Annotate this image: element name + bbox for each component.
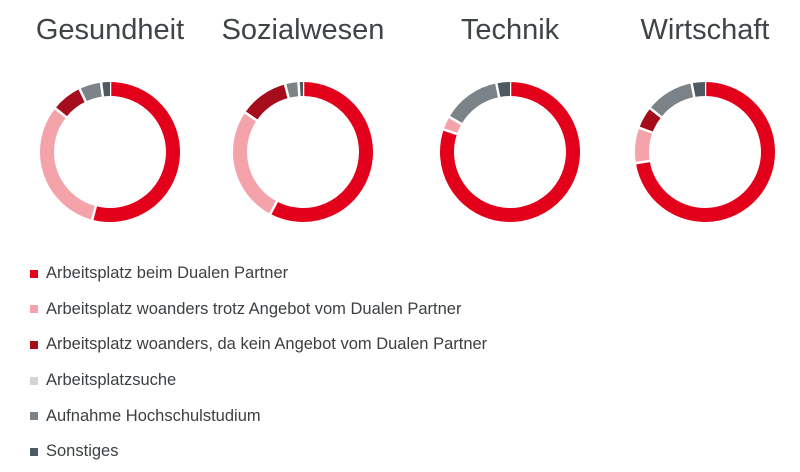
legend-item: Arbeitsplatzsuche <box>30 363 487 399</box>
legend-item: Sonstiges <box>30 434 487 470</box>
donut-slice-arbeitsplatz-woanders-da-kein-angebot-vom-dualen-partner <box>639 108 662 133</box>
donut-slice-arbeitsplatz-beim-dualen-partner <box>92 82 180 222</box>
chart-gesundheit: Gesundheit <box>15 0 205 240</box>
donut-gesundheit <box>40 81 180 222</box>
slice-separator <box>90 204 98 221</box>
legend-item: Aufnahme Hochschulstudium <box>30 398 487 434</box>
chart-technik: Technik <box>415 0 605 240</box>
donut-slice-aufnahme-hochschulstudium <box>449 83 500 125</box>
donut-slice-arbeitsplatz-woanders-da-kein-angebot-vom-dualen-partner <box>55 88 86 118</box>
donut-slice-sonstiges <box>496 82 511 98</box>
slice-separator <box>690 82 696 99</box>
donut-slice-arbeitsplatz-woanders-trotz-angebot-vom-dualen-partner <box>443 117 462 135</box>
donut-slice-sonstiges <box>691 82 706 98</box>
donut-slice-arbeitsplatz-beim-dualen-partner <box>440 82 580 222</box>
legend-swatch <box>30 305 38 314</box>
chart-title: Technik <box>460 14 560 46</box>
legend-label: Arbeitsplatz woanders trotz Angebot vom … <box>46 299 462 318</box>
chart-sozialwesen: Sozialwesen <box>208 0 398 240</box>
slice-separator <box>447 115 463 126</box>
slice-separator <box>637 126 654 135</box>
legend-swatch <box>30 269 38 278</box>
slice-separator <box>283 83 291 100</box>
legend-label: Aufnahme Hochschulstudium <box>46 406 261 425</box>
slice-separator <box>268 200 279 216</box>
legend-label: Arbeitsplatzsuche <box>46 371 177 390</box>
legend-swatch <box>30 447 38 456</box>
legend-label: Arbeitsplatz woanders, da kein Angebot v… <box>46 335 488 354</box>
slice-separator <box>494 82 501 99</box>
slice-separator <box>53 106 68 119</box>
legend-label: Sonstiges <box>46 442 119 461</box>
slice-separator <box>634 159 651 165</box>
donut-slice-aufnahme-hochschulstudium <box>285 82 300 98</box>
legend-label: Arbeitsplatz beim Dualen Partner <box>46 264 289 283</box>
donut-slice-arbeitsplatz-woanders-trotz-angebot-vom-dualen-partner <box>40 108 97 220</box>
slice-separator <box>243 110 259 123</box>
donut-slice-arbeitsplatz-beim-dualen-partner <box>270 82 373 222</box>
slice-separator <box>648 106 663 119</box>
legend-swatch <box>30 340 38 349</box>
chart-title: Gesundheit <box>35 14 185 46</box>
donut-sozialwesen <box>233 81 373 222</box>
legend-swatch <box>30 412 38 421</box>
slice-separator <box>297 81 301 98</box>
legend: Arbeitsplatz beim Dualen Partner Arbeits… <box>30 256 487 470</box>
chart-title: Sozialwesen <box>221 14 385 46</box>
legend-swatch <box>30 376 38 385</box>
slice-separator <box>442 127 459 136</box>
chart-title: Wirtschaft <box>640 14 770 46</box>
slice-separator <box>78 87 88 103</box>
donut-slice-aufnahme-hochschulstudium <box>650 83 695 118</box>
donut-slice-arbeitsplatz-woanders-trotz-angebot-vom-dualen-partner <box>635 127 653 164</box>
legend-item: Arbeitsplatz woanders trotz Angebot vom … <box>30 292 487 328</box>
legend-item: Arbeitsplatz woanders, da kein Angebot v… <box>30 327 487 363</box>
donut-wirtschaft <box>634 81 775 222</box>
donut-slice-arbeitsplatz-woanders-da-kein-angebot-vom-dualen-partner <box>245 84 289 121</box>
slice-separator <box>99 81 105 98</box>
donut-technik <box>440 81 580 222</box>
donut-slice-arbeitsplatz-beim-dualen-partner <box>635 82 775 222</box>
chart-wirtschaft: Wirtschaft <box>610 0 800 240</box>
legend-item: Arbeitsplatz beim Dualen Partner <box>30 256 487 292</box>
donut-slice-arbeitsplatz-woanders-trotz-angebot-vom-dualen-partner <box>233 112 278 214</box>
donut-slice-aufnahme-hochschulstudium <box>79 82 104 102</box>
